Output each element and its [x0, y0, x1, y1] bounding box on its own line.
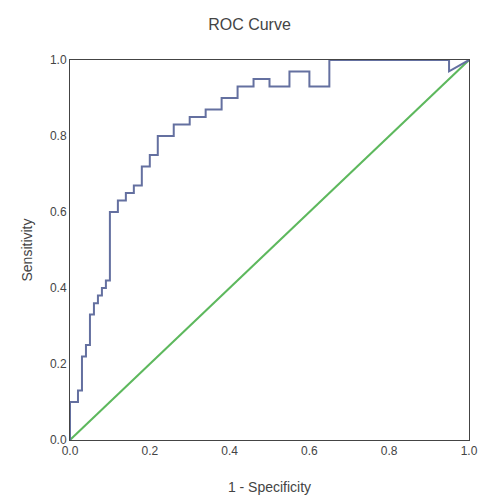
svg-text:0.6: 0.6 [50, 205, 67, 219]
svg-text:ROC Curve: ROC Curve [208, 16, 291, 33]
svg-text:0.4: 0.4 [50, 281, 67, 295]
svg-text:0.2: 0.2 [141, 444, 158, 458]
svg-text:Sensitivity: Sensitivity [19, 218, 35, 281]
svg-text:0.4: 0.4 [221, 444, 238, 458]
svg-text:0.2: 0.2 [50, 357, 67, 371]
svg-text:0.0: 0.0 [62, 444, 79, 458]
svg-text:1.0: 1.0 [50, 53, 67, 67]
svg-text:0.8: 0.8 [50, 129, 67, 143]
svg-text:1 - Specificity: 1 - Specificity [228, 479, 311, 495]
svg-text:0.0: 0.0 [50, 433, 67, 447]
svg-text:0.6: 0.6 [301, 444, 318, 458]
svg-text:0.8: 0.8 [381, 444, 398, 458]
svg-text:1.0: 1.0 [461, 444, 478, 458]
